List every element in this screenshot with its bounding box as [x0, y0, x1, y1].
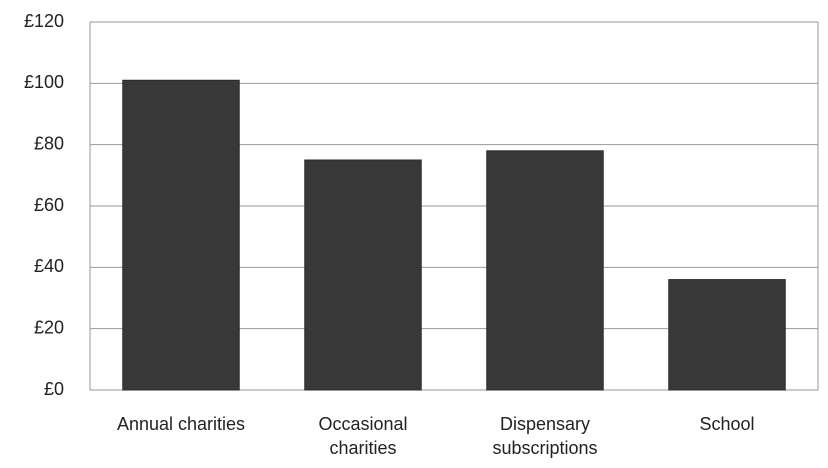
- y-tick-label: £120: [24, 11, 64, 31]
- y-tick-label: £80: [34, 133, 64, 153]
- x-tick-label: School: [699, 414, 755, 434]
- y-tick-label: £60: [34, 195, 64, 215]
- x-tick-label: Occasional charities: [318, 414, 408, 458]
- y-tick-label: £40: [34, 256, 64, 276]
- bar: [486, 150, 604, 391]
- y-tick-label: £20: [34, 317, 64, 337]
- x-tick-label: Annual charities: [116, 414, 246, 434]
- x-tick-label: Dispensary subscriptions: [492, 414, 598, 458]
- bar: [304, 159, 422, 391]
- y-tick-label: £0: [44, 379, 64, 399]
- bar: [122, 79, 240, 391]
- y-tick-label: £100: [24, 72, 64, 92]
- bar: [668, 279, 786, 391]
